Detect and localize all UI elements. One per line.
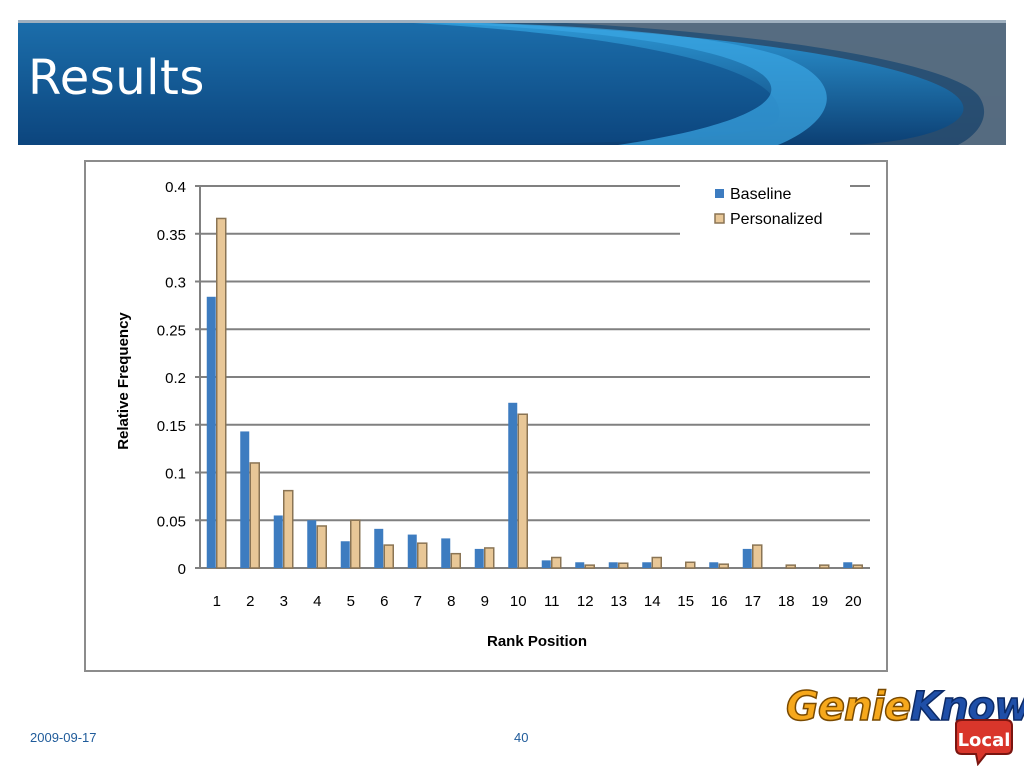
bar-baseline bbox=[374, 528, 384, 568]
x-tick-label: 7 bbox=[414, 593, 422, 610]
slide-date: 2009-09-17 bbox=[30, 730, 97, 745]
slide-title: Results bbox=[28, 50, 205, 106]
x-axis-title: Rank Position bbox=[487, 633, 587, 650]
x-tick-label: 14 bbox=[644, 593, 661, 610]
x-tick-label: 19 bbox=[811, 593, 828, 610]
y-axis-title: Relative Frequency bbox=[115, 312, 132, 450]
x-tick-label: 4 bbox=[313, 593, 321, 610]
y-tick-label: 0.05 bbox=[157, 513, 186, 530]
legend-swatch-baseline bbox=[715, 189, 724, 198]
bar-baseline bbox=[642, 562, 652, 568]
genieknows-logo: GenieKnows Local bbox=[785, 682, 1024, 766]
bar-personalized bbox=[316, 525, 327, 569]
x-tick-label: 11 bbox=[544, 593, 560, 610]
y-tick-label: 0.2 bbox=[165, 370, 186, 387]
bar-personalized bbox=[651, 556, 662, 569]
bar-personalized bbox=[551, 556, 562, 569]
bar-personalized bbox=[450, 552, 461, 569]
logo-part-genie: Genie bbox=[785, 683, 912, 731]
bar-baseline bbox=[307, 520, 317, 568]
bar-personalized bbox=[852, 564, 863, 569]
bar-personalized bbox=[718, 563, 729, 569]
bar-baseline bbox=[709, 562, 719, 568]
legend-box bbox=[680, 180, 850, 236]
bar-personalized bbox=[584, 564, 595, 569]
local-badge-text: Local bbox=[958, 730, 1011, 751]
legend-label-personalized: Personalized bbox=[730, 211, 823, 228]
banner-graphic bbox=[18, 20, 1006, 145]
bar-personalized bbox=[752, 544, 763, 569]
x-tick-label: 13 bbox=[610, 593, 627, 610]
bar-baseline bbox=[340, 541, 350, 568]
bar-baseline bbox=[508, 402, 518, 568]
x-tick-label: 17 bbox=[744, 593, 761, 610]
bar-personalized bbox=[283, 489, 294, 569]
y-tick-label: 0.1 bbox=[165, 466, 186, 483]
bar-personalized bbox=[249, 462, 260, 569]
bar-personalized bbox=[785, 564, 796, 569]
x-tick-label: 6 bbox=[380, 593, 388, 610]
x-tick-label: 5 bbox=[347, 593, 355, 610]
bar-personalized bbox=[819, 564, 830, 569]
chart-frame: 0 0.05 0.1 0.15 0.2 0.25 0.3 0.35 0.4 1 2 3 4 5 6 7 8 9 10… bbox=[84, 160, 888, 672]
y-tick-label: 0.35 bbox=[157, 227, 186, 244]
y-tick-label: 0.3 bbox=[165, 275, 186, 292]
y-tick-label: 0.15 bbox=[157, 418, 186, 435]
bar-personalized bbox=[216, 217, 227, 569]
bar-personalized bbox=[685, 561, 696, 569]
x-tick-label: 8 bbox=[447, 593, 455, 610]
x-tick-label: 2 bbox=[246, 593, 254, 610]
x-tick-label: 3 bbox=[280, 593, 288, 610]
y-tick-label: 0.4 bbox=[165, 179, 186, 196]
bar-baseline bbox=[206, 296, 216, 568]
y-tick-label: 0.25 bbox=[157, 322, 186, 339]
y-tick-label: 0 bbox=[178, 561, 186, 578]
title-banner bbox=[18, 20, 1006, 145]
legend-label-baseline: Baseline bbox=[730, 186, 791, 203]
x-tick-label: 1 bbox=[213, 593, 221, 610]
bar-baseline bbox=[474, 548, 484, 568]
logo-wordmark: GenieKnows bbox=[785, 683, 1024, 731]
bar-personalized bbox=[383, 544, 394, 569]
bar-baseline bbox=[240, 431, 250, 568]
bar-baseline bbox=[608, 562, 618, 568]
x-tick-label: 18 bbox=[778, 593, 795, 610]
bar-personalized bbox=[517, 413, 528, 569]
x-tick-label: 16 bbox=[711, 593, 728, 610]
bar-baseline bbox=[575, 562, 585, 568]
x-tick-label: 10 bbox=[510, 593, 527, 610]
x-tick-label: 9 bbox=[481, 593, 489, 610]
local-badge-icon: Local bbox=[955, 719, 1013, 766]
bar-baseline bbox=[273, 515, 283, 568]
legend-swatch-personalized bbox=[714, 213, 725, 224]
bar-baseline bbox=[541, 560, 551, 568]
bar-baseline bbox=[441, 538, 451, 568]
bar-baseline bbox=[407, 534, 417, 568]
bar-chart: 00.050.10.150.20.250.30.350.41 2 3 4 5 6 7 8 9 10… bbox=[115, 179, 870, 650]
x-tick-label: 20 bbox=[845, 593, 862, 610]
bar-personalized bbox=[484, 547, 495, 569]
x-tick-label: 12 bbox=[577, 593, 594, 610]
bar-personalized bbox=[417, 542, 428, 569]
bar-personalized bbox=[350, 519, 361, 569]
x-tick-label: 15 bbox=[677, 593, 694, 610]
page-number: 40 bbox=[514, 730, 529, 745]
bar-baseline bbox=[742, 548, 752, 568]
bar-baseline bbox=[843, 562, 853, 568]
bar-personalized bbox=[618, 562, 629, 569]
